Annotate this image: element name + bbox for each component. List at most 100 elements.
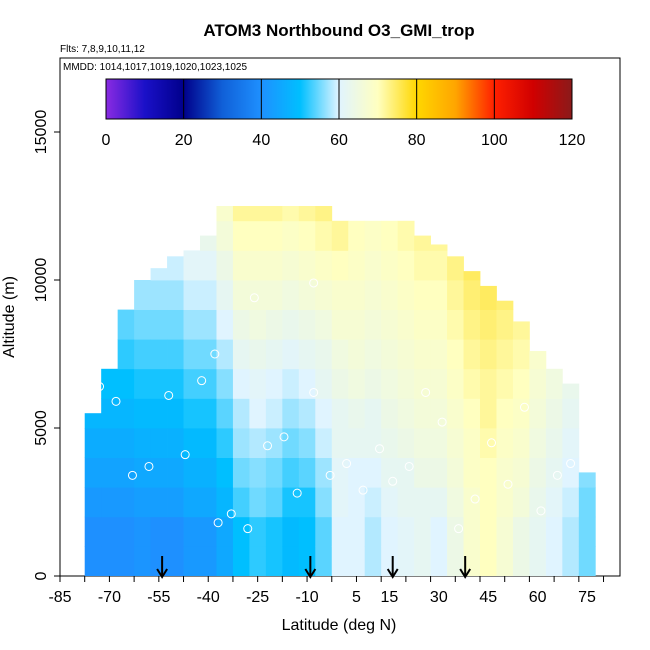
x-tick-label: 30 — [430, 589, 448, 606]
heatmap-cell — [496, 516, 514, 547]
heatmap-cell — [496, 487, 514, 518]
heatmap-cell — [447, 428, 464, 458]
heatmap-cell — [315, 309, 333, 340]
x-tick-label: -25 — [246, 589, 269, 606]
heatmap-cell — [282, 487, 300, 518]
heatmap-cell — [249, 368, 267, 399]
heatmap-cell — [150, 339, 168, 370]
heatmap-cell — [562, 383, 580, 399]
heatmap-cell — [529, 546, 547, 576]
heatmap-cell — [348, 516, 366, 547]
heatmap-cell — [331, 220, 349, 251]
heatmap-cell — [200, 368, 217, 399]
heatmap-cell — [101, 428, 119, 458]
heatmap-cell — [216, 368, 234, 399]
heatmap-cell — [496, 457, 514, 488]
heatmap-cell — [298, 206, 316, 222]
x-tick-label: -70 — [98, 589, 121, 606]
heatmap-cell — [265, 546, 283, 576]
heatmap-cell — [463, 368, 481, 399]
heatmap-cell — [397, 546, 415, 576]
heatmap-cell — [397, 339, 415, 370]
heatmap-cell — [200, 235, 217, 251]
heatmap-cell — [397, 280, 415, 310]
heatmap-cell — [480, 398, 497, 429]
heatmap-cell — [183, 516, 201, 547]
x-tick-label: 60 — [529, 589, 547, 606]
heatmap-cell — [183, 368, 201, 399]
heatmap-cell — [447, 368, 464, 399]
heatmap-cell — [265, 339, 283, 370]
heatmap-cell — [512, 321, 530, 340]
heatmap-cell — [282, 280, 300, 310]
colorbar-tick-label: 40 — [252, 132, 270, 149]
observation-point — [566, 459, 576, 469]
heatmap-cell — [381, 309, 399, 340]
heatmap-cell — [134, 546, 151, 576]
heatmap-cell — [529, 398, 547, 429]
heatmap-cell — [265, 398, 283, 429]
y-axis: 0 5000 10000 15000 — [33, 110, 60, 580]
heatmap-cell — [84, 413, 102, 429]
observation-points — [95, 278, 576, 534]
heatmap-cell — [414, 398, 431, 429]
heatmap-cell — [364, 428, 382, 458]
heatmap-cell — [364, 339, 382, 370]
observation-point — [487, 438, 497, 448]
heatmap-cell — [315, 428, 333, 458]
observation-point — [243, 524, 253, 534]
heatmap-cell — [117, 516, 135, 547]
heatmap-cell — [397, 457, 415, 488]
heatmap-cell — [249, 220, 267, 251]
heatmap-cell — [331, 339, 349, 370]
heatmap-cell — [480, 309, 497, 340]
heatmap-cell — [512, 546, 530, 576]
heatmap-cell — [381, 220, 399, 251]
heatmap-cell — [298, 516, 316, 547]
observation-point — [358, 485, 368, 495]
heatmap-cell — [298, 250, 316, 281]
heatmap-cell — [430, 309, 448, 340]
colorbar-tick-label: 20 — [175, 132, 193, 149]
observation-point — [279, 432, 289, 442]
heatmap-cell — [430, 457, 448, 488]
heatmap-cell — [216, 309, 234, 340]
heatmap-cell — [200, 457, 217, 488]
heatmap-cell — [414, 516, 431, 547]
heatmap-cell — [216, 398, 234, 429]
observation-point — [325, 470, 335, 480]
heatmap-cell — [414, 280, 431, 310]
heatmap-cell — [381, 250, 399, 281]
heatmap-cell — [348, 457, 366, 488]
heatmap-cell — [117, 368, 135, 399]
heatmap-cell — [430, 516, 448, 547]
heatmap-cell — [282, 206, 300, 222]
x-tick-label: -40 — [197, 589, 220, 606]
heatmap-cell — [167, 256, 184, 281]
heatmap-cell — [512, 339, 530, 370]
heatmap-cell — [331, 546, 349, 576]
heatmap-cell — [578, 487, 596, 518]
heatmap-cell — [315, 220, 333, 251]
heatmap-cell — [463, 309, 481, 340]
heatmap-cell — [134, 280, 151, 310]
heatmap-cell — [315, 398, 333, 429]
heatmap-cell — [84, 428, 102, 458]
heatmap-cell — [150, 368, 168, 399]
heatmap-cell — [545, 398, 563, 429]
heatmap-cell — [545, 368, 563, 399]
heatmap-cell — [298, 280, 316, 310]
heatmap-cell — [348, 398, 366, 429]
observation-point — [519, 402, 529, 412]
heatmap-cell — [265, 250, 283, 281]
heatmap-cell — [315, 339, 333, 370]
heatmap-cell — [430, 339, 448, 370]
heatmap-cell — [578, 546, 596, 576]
heatmap-cell — [463, 428, 481, 458]
y-tick-label: 10000 — [33, 258, 50, 303]
flight-marker-arrow — [459, 556, 472, 579]
heatmap-cell — [447, 339, 464, 370]
heatmap-cell — [298, 398, 316, 429]
heatmap-cell — [150, 268, 168, 281]
